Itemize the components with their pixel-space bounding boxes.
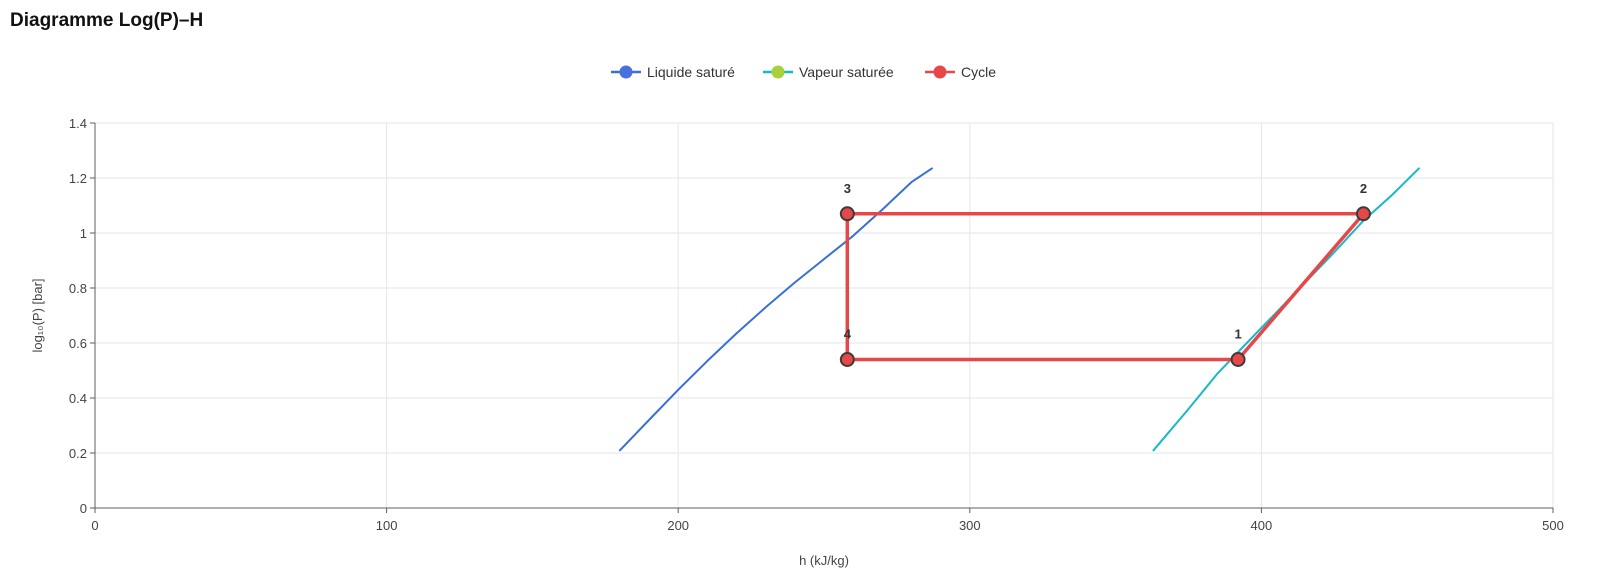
y-tick-label: 0.8 — [69, 281, 87, 296]
cycle-point-label: 3 — [844, 181, 851, 196]
cycle-point-label: 1 — [1234, 327, 1241, 342]
y-axis-label: log₁₀(P) [bar] — [30, 278, 45, 352]
x-tick-label: 400 — [1251, 518, 1273, 533]
x-tick-label: 500 — [1542, 518, 1564, 533]
cycle-point-marker[interactable] — [839, 206, 855, 222]
series-line-1 — [1152, 167, 1420, 452]
cycle-point-marker[interactable] — [839, 352, 855, 367]
x-tick-label: 0 — [91, 518, 98, 533]
y-tick-label: 0 — [80, 501, 87, 516]
y-tick-label: 0.6 — [69, 336, 87, 351]
x-axis-label: h (kJ/kg) — [799, 553, 849, 568]
legend-swatch-marker — [619, 65, 633, 79]
cycle-point-label: 2 — [1360, 181, 1367, 196]
legend-item-2[interactable]: Cycle — [925, 64, 996, 80]
x-tick-label: 300 — [959, 518, 981, 533]
x-tick-label: 200 — [667, 518, 689, 533]
cycle-point-label: 4 — [844, 327, 852, 342]
legend-swatch-marker — [771, 65, 785, 79]
cycle-point-marker[interactable] — [1355, 206, 1371, 222]
cycle-point-marker[interactable] — [1230, 352, 1246, 367]
legend-item-0[interactable]: Liquide saturé — [611, 64, 735, 80]
x-tick-label: 100 — [376, 518, 398, 533]
y-tick-label: 1.4 — [69, 116, 87, 131]
legend-label: Liquide saturé — [647, 64, 735, 80]
legend-label: Cycle — [961, 64, 996, 80]
legend-label: Vapeur saturée — [799, 64, 894, 80]
series-line-0 — [618, 167, 933, 452]
legend: Liquide saturé Vapeur saturée Cycle — [611, 64, 996, 80]
legend-item-1[interactable]: Vapeur saturée — [763, 64, 894, 80]
y-tick-label: 1.2 — [69, 171, 87, 186]
grid — [95, 122, 1554, 508]
y-tick-label: 1 — [80, 226, 87, 241]
series-line-2 — [845, 212, 1366, 362]
y-tick-label: 0.4 — [69, 391, 87, 406]
legend-swatch-marker — [933, 65, 947, 79]
y-tick-label: 0.2 — [69, 446, 87, 461]
page-title: Diagramme Log(P)–H — [10, 10, 204, 31]
